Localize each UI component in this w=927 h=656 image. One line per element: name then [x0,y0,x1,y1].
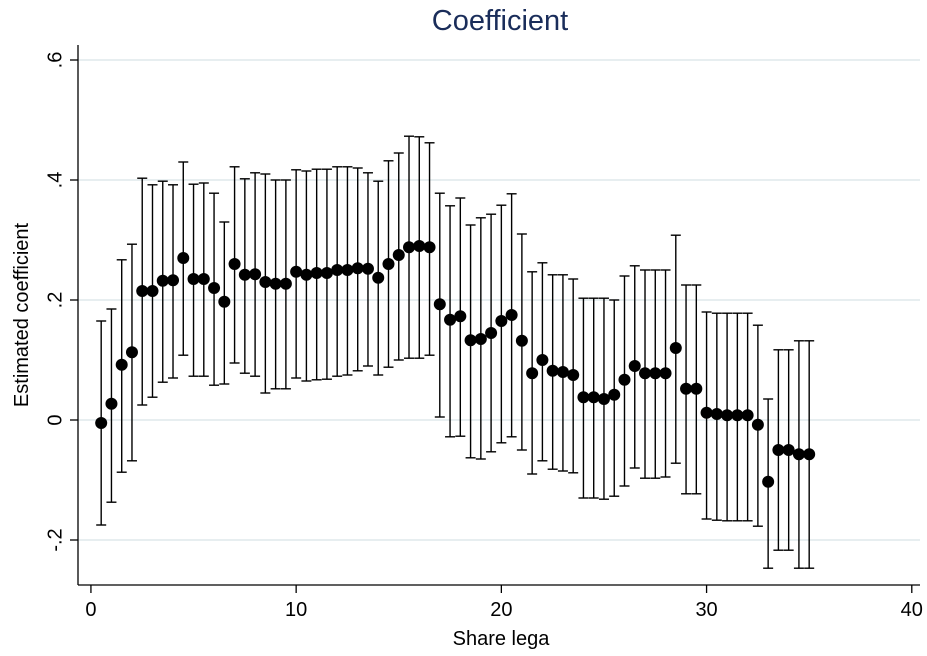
point [741,409,754,422]
point [546,364,559,377]
y-tick-label: 0 [44,414,66,425]
point [649,367,662,380]
point [136,285,149,297]
y-axis-label: Estimated coefficient [11,222,33,407]
chart-title: Coefficient [432,5,569,37]
point [320,267,333,279]
point [567,369,580,381]
point [177,252,190,264]
point [597,393,610,405]
point [382,258,395,270]
point [95,417,108,429]
point [228,258,241,270]
point [782,444,795,456]
x-tick-label: 30 [695,599,717,621]
point [331,264,344,276]
point [710,408,723,420]
point [218,295,231,308]
point [341,264,354,276]
point [536,354,549,366]
point [515,334,528,347]
point [587,391,600,404]
point [628,360,641,372]
point [187,273,200,285]
y-tick-label: .2 [44,292,66,309]
point [577,391,590,404]
point [433,298,446,311]
point [556,366,569,378]
point [372,271,385,284]
point [474,333,487,345]
point [669,342,682,354]
point [505,309,518,321]
x-tick-label: 40 [901,599,923,621]
point [495,315,508,327]
point [803,448,816,461]
point [146,285,159,297]
point [208,282,221,294]
point [464,334,477,347]
point [413,240,426,252]
point [156,274,169,287]
x-tick-label: 0 [85,599,96,621]
point [618,373,631,386]
point [792,448,805,461]
point [249,268,262,281]
point [238,268,251,281]
point [444,313,457,326]
point [403,241,416,254]
point [526,367,539,380]
point [762,475,775,488]
point [167,274,180,287]
point [115,358,128,371]
point [423,241,436,254]
point [690,382,703,395]
point [269,277,282,290]
point [700,406,713,419]
point [751,418,764,431]
point [279,277,292,290]
point [105,397,118,410]
point [639,367,652,380]
point [485,327,498,339]
x-axis-label: Share lega [453,628,551,650]
x-tick-label: 20 [490,599,512,621]
point [361,262,374,275]
point [680,382,693,395]
point [310,267,323,279]
point [454,310,467,323]
y-tick-label: -.2 [44,528,66,551]
x-tick-label: 10 [285,599,307,621]
point [125,346,138,359]
y-tick-label: .4 [44,172,66,189]
point [259,276,272,288]
point [608,388,621,401]
point [290,265,303,278]
point [721,409,734,422]
point [197,273,210,285]
point [392,249,405,261]
point [300,268,313,281]
point [659,367,672,380]
y-tick-label: .6 [44,52,66,69]
point [351,262,364,275]
point [772,444,785,456]
point [731,409,744,422]
